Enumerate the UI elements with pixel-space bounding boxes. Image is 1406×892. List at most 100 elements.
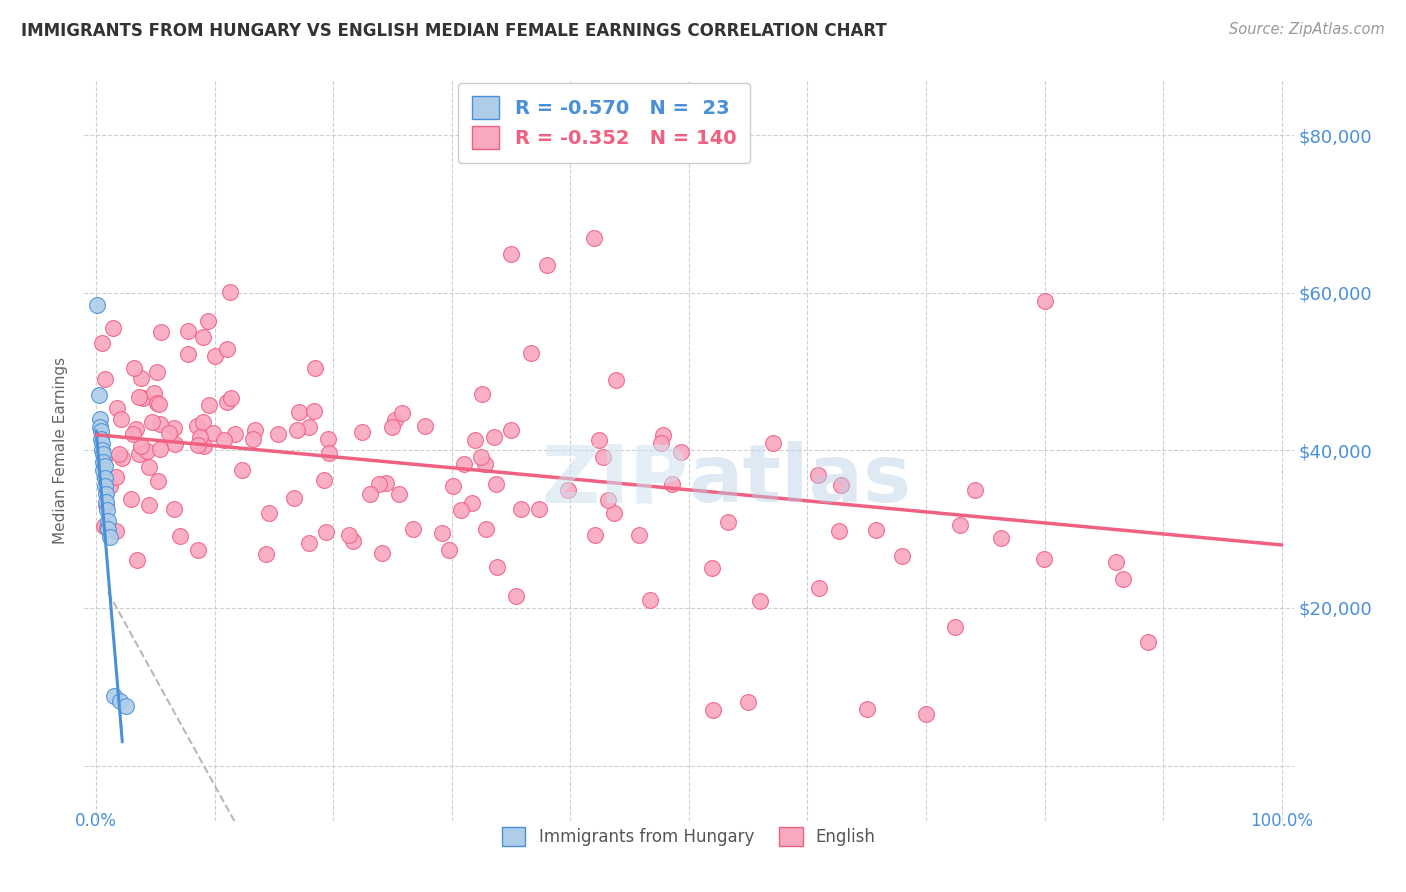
Point xyxy=(91,435,114,450)
Point xyxy=(90,432,112,446)
Point xyxy=(592,450,614,465)
Point xyxy=(193,415,215,429)
Point xyxy=(450,503,472,517)
Point xyxy=(453,457,475,471)
Point xyxy=(163,436,186,450)
Point xyxy=(89,420,111,434)
Point xyxy=(737,696,759,710)
Point xyxy=(202,425,225,440)
Point xyxy=(302,404,325,418)
Point xyxy=(963,483,986,498)
Point xyxy=(990,531,1012,545)
Point xyxy=(627,528,650,542)
Point xyxy=(605,373,627,387)
Point xyxy=(115,698,138,713)
Point xyxy=(93,479,115,493)
Text: atlas: atlas xyxy=(689,441,912,519)
Point xyxy=(371,546,394,560)
Point xyxy=(315,524,337,539)
Point xyxy=(298,536,321,550)
Point xyxy=(129,439,152,453)
Point xyxy=(650,435,672,450)
Point xyxy=(441,479,464,493)
Point xyxy=(827,524,849,538)
Point xyxy=(283,491,305,505)
Point xyxy=(702,561,724,575)
Point xyxy=(830,478,852,492)
Point xyxy=(197,314,219,328)
Point xyxy=(749,594,772,608)
Point xyxy=(191,330,214,344)
Point xyxy=(177,347,200,361)
Point xyxy=(125,553,148,567)
Point xyxy=(257,506,280,520)
Point xyxy=(702,703,724,717)
Point xyxy=(367,476,389,491)
Point xyxy=(124,361,146,376)
Point xyxy=(212,433,235,447)
Point xyxy=(717,516,740,530)
Point xyxy=(510,502,533,516)
Point xyxy=(105,524,128,539)
Point xyxy=(157,426,180,441)
Point xyxy=(762,435,785,450)
Point xyxy=(138,498,160,512)
Point xyxy=(125,422,148,436)
Point xyxy=(583,528,606,542)
Point xyxy=(188,429,211,443)
Point xyxy=(651,428,673,442)
Point xyxy=(352,425,374,439)
Point xyxy=(304,360,326,375)
Point xyxy=(104,469,127,483)
Point xyxy=(474,457,496,471)
Point xyxy=(890,549,912,563)
Point xyxy=(197,398,219,412)
Point xyxy=(470,450,492,465)
Point xyxy=(110,412,132,426)
Point xyxy=(204,349,226,363)
Point xyxy=(529,501,551,516)
Point xyxy=(96,499,118,513)
Point xyxy=(384,413,406,427)
Point xyxy=(215,394,238,409)
Point xyxy=(94,494,117,508)
Point xyxy=(91,336,114,351)
Point xyxy=(475,522,498,536)
Point xyxy=(505,590,527,604)
Point xyxy=(150,325,173,339)
Point xyxy=(101,320,124,334)
Point xyxy=(108,694,131,708)
Point xyxy=(120,492,142,507)
Point xyxy=(93,519,115,533)
Point xyxy=(163,501,186,516)
Point xyxy=(388,487,411,501)
Point xyxy=(461,496,484,510)
Point xyxy=(464,434,486,448)
Point xyxy=(193,440,215,454)
Point xyxy=(254,547,277,561)
Point xyxy=(520,346,543,360)
Point xyxy=(855,702,877,716)
Point xyxy=(97,514,120,528)
Point xyxy=(91,447,114,461)
Point xyxy=(499,423,522,437)
Point xyxy=(1033,552,1056,566)
Point xyxy=(231,463,253,477)
Point xyxy=(669,445,692,459)
Text: ZIP: ZIP xyxy=(541,441,689,519)
Point xyxy=(1137,635,1160,649)
Point xyxy=(100,530,122,544)
Legend: Immigrants from Hungary, English: Immigrants from Hungary, English xyxy=(495,821,883,853)
Point xyxy=(96,521,118,535)
Point xyxy=(1111,573,1133,587)
Point xyxy=(219,285,242,300)
Point xyxy=(91,463,114,477)
Point xyxy=(141,415,163,429)
Point xyxy=(94,372,117,386)
Point xyxy=(583,231,606,245)
Point xyxy=(267,426,290,441)
Point xyxy=(91,443,114,458)
Text: IMMIGRANTS FROM HUNGARY VS ENGLISH MEDIAN FEMALE EARNINGS CORRELATION CHART: IMMIGRANTS FROM HUNGARY VS ENGLISH MEDIA… xyxy=(21,22,887,40)
Point xyxy=(187,542,209,557)
Point xyxy=(105,401,128,415)
